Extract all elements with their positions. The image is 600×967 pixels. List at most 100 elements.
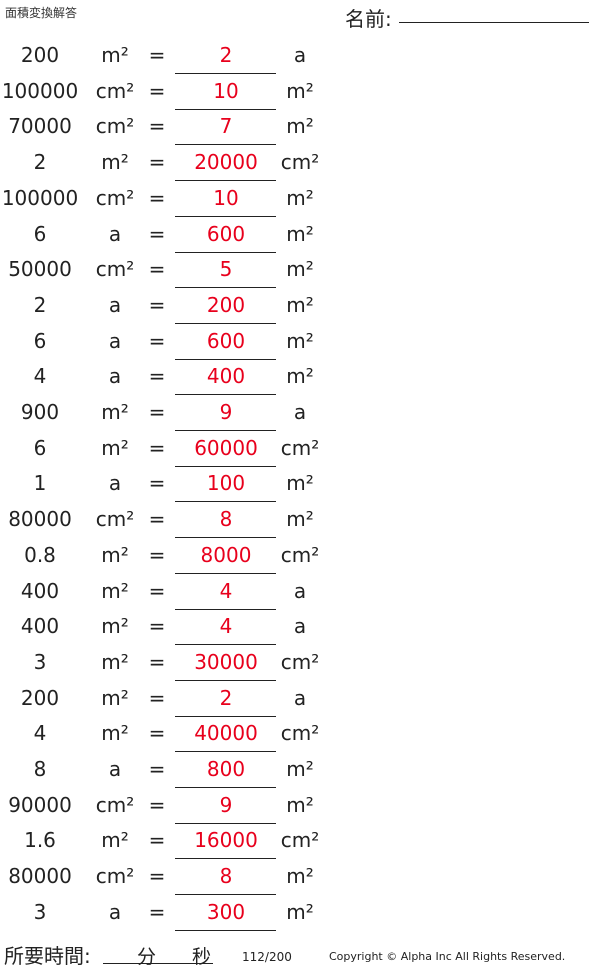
from-unit: cm²	[95, 864, 135, 889]
answer-value: 2	[219, 685, 233, 710]
answer-line	[175, 858, 276, 860]
problem-row: 90000 cm² = 9 m²	[0, 791, 340, 825]
equals-sign: =	[148, 721, 166, 746]
problem-row: 200 m² = 2 a	[0, 41, 340, 75]
problem-value: 4	[33, 721, 47, 746]
answer-line	[175, 572, 276, 574]
problem-value: 1	[33, 471, 47, 496]
from-unit: a	[108, 757, 122, 781]
problem-row: 900 m² = 9 a	[0, 398, 340, 432]
problem-value: 0.8	[24, 542, 56, 567]
equals-sign: =	[148, 78, 166, 103]
from-unit: m²	[101, 828, 129, 853]
from-unit: a	[108, 899, 122, 924]
answer-value: 300	[206, 899, 246, 924]
equals-sign: =	[148, 578, 166, 603]
problem-row: 4 m² = 40000 cm²	[0, 719, 340, 753]
problem-row: 4 a = 400 m²	[0, 362, 340, 396]
to-unit: m²	[286, 292, 314, 317]
answer-value: 7	[219, 114, 233, 139]
answer-value: 4	[219, 614, 233, 639]
equals-sign: =	[148, 150, 166, 175]
equals-sign: =	[148, 435, 166, 460]
answer-line	[175, 215, 276, 217]
from-unit: m²	[101, 43, 129, 67]
to-unit: cm²	[280, 649, 320, 674]
equals-sign: =	[148, 43, 166, 67]
problem-row: 2 m² = 20000 cm²	[0, 148, 340, 182]
answer-value: 600	[206, 328, 246, 353]
from-unit: m²	[101, 150, 129, 175]
answer-value: 400	[206, 364, 246, 389]
to-unit: cm²	[280, 150, 320, 175]
to-unit: cm²	[280, 542, 320, 567]
problem-value: 80000	[8, 864, 72, 889]
answer-line	[175, 644, 276, 646]
answer-line	[175, 180, 276, 182]
problem-value: 2	[33, 292, 47, 317]
answer-line	[175, 537, 276, 539]
problem-row: 200 m² = 2 a	[0, 684, 340, 718]
problem-value: 400	[20, 614, 60, 639]
problem-value: 3	[33, 899, 47, 924]
problem-row: 80000 cm² = 8 m²	[0, 862, 340, 896]
from-unit: a	[108, 364, 122, 389]
equals-sign: =	[148, 185, 166, 210]
answer-value: 100	[206, 471, 246, 496]
equals-sign: =	[148, 257, 166, 282]
problem-value: 100000	[1, 185, 79, 210]
name-field[interactable]	[399, 22, 589, 23]
problem-value: 3	[33, 649, 47, 674]
to-unit: m²	[286, 364, 314, 389]
from-unit: cm²	[95, 114, 135, 139]
from-unit: cm²	[95, 185, 135, 210]
from-unit: a	[108, 221, 122, 246]
problem-row: 6 a = 600 m²	[0, 327, 340, 361]
answer-value: 4	[219, 578, 233, 603]
problem-row: 100000 cm² = 10 m²	[0, 77, 340, 111]
answer-value: 16000	[194, 828, 258, 853]
equals-sign: =	[148, 364, 166, 389]
problem-row: 6 m² = 60000 cm²	[0, 434, 340, 468]
worksheet-title: 面積変換解答	[5, 6, 78, 20]
problem-row: 100000 cm² = 10 m²	[0, 184, 340, 218]
answer-value: 20000	[194, 150, 258, 175]
equals-sign: =	[148, 649, 166, 674]
answer-line	[175, 787, 276, 788]
answer-value: 5	[219, 257, 233, 282]
to-unit: m²	[286, 78, 314, 103]
from-unit: m²	[101, 400, 129, 424]
answer-line	[175, 929, 276, 931]
answer-value: 8	[219, 507, 233, 532]
answer-value: 600	[206, 221, 246, 246]
answer-line	[175, 679, 276, 681]
problem-row: 8 a = 800 m²	[0, 755, 340, 789]
problem-row: 1.6 m² = 16000 cm²	[0, 826, 340, 860]
answer-line	[175, 73, 276, 74]
to-unit: m²	[286, 757, 314, 781]
problem-value: 80000	[8, 507, 72, 532]
problem-row: 0.8 m² = 8000 cm²	[0, 541, 340, 575]
answer-line	[175, 108, 276, 110]
time-field[interactable]	[103, 963, 213, 964]
problem-row: 400 m² = 4 a	[0, 577, 340, 611]
equals-sign: =	[148, 400, 166, 424]
from-unit: m²	[101, 578, 129, 603]
equals-sign: =	[148, 221, 166, 246]
problem-value: 70000	[8, 114, 72, 139]
to-unit: m²	[286, 899, 314, 924]
problem-value: 8	[33, 757, 47, 781]
to-unit: m²	[286, 471, 314, 496]
from-unit: m²	[101, 649, 129, 674]
problem-value: 6	[33, 328, 47, 353]
answer-value: 8	[219, 864, 233, 889]
answer-value: 40000	[194, 721, 258, 746]
answer-line	[175, 251, 276, 253]
problem-value: 200	[20, 685, 60, 710]
to-unit: a	[293, 578, 307, 603]
answer-value: 200	[206, 292, 246, 317]
from-unit: a	[108, 292, 122, 317]
equals-sign: =	[148, 328, 166, 353]
answer-value: 8000	[200, 542, 252, 567]
to-unit: m²	[286, 114, 314, 139]
